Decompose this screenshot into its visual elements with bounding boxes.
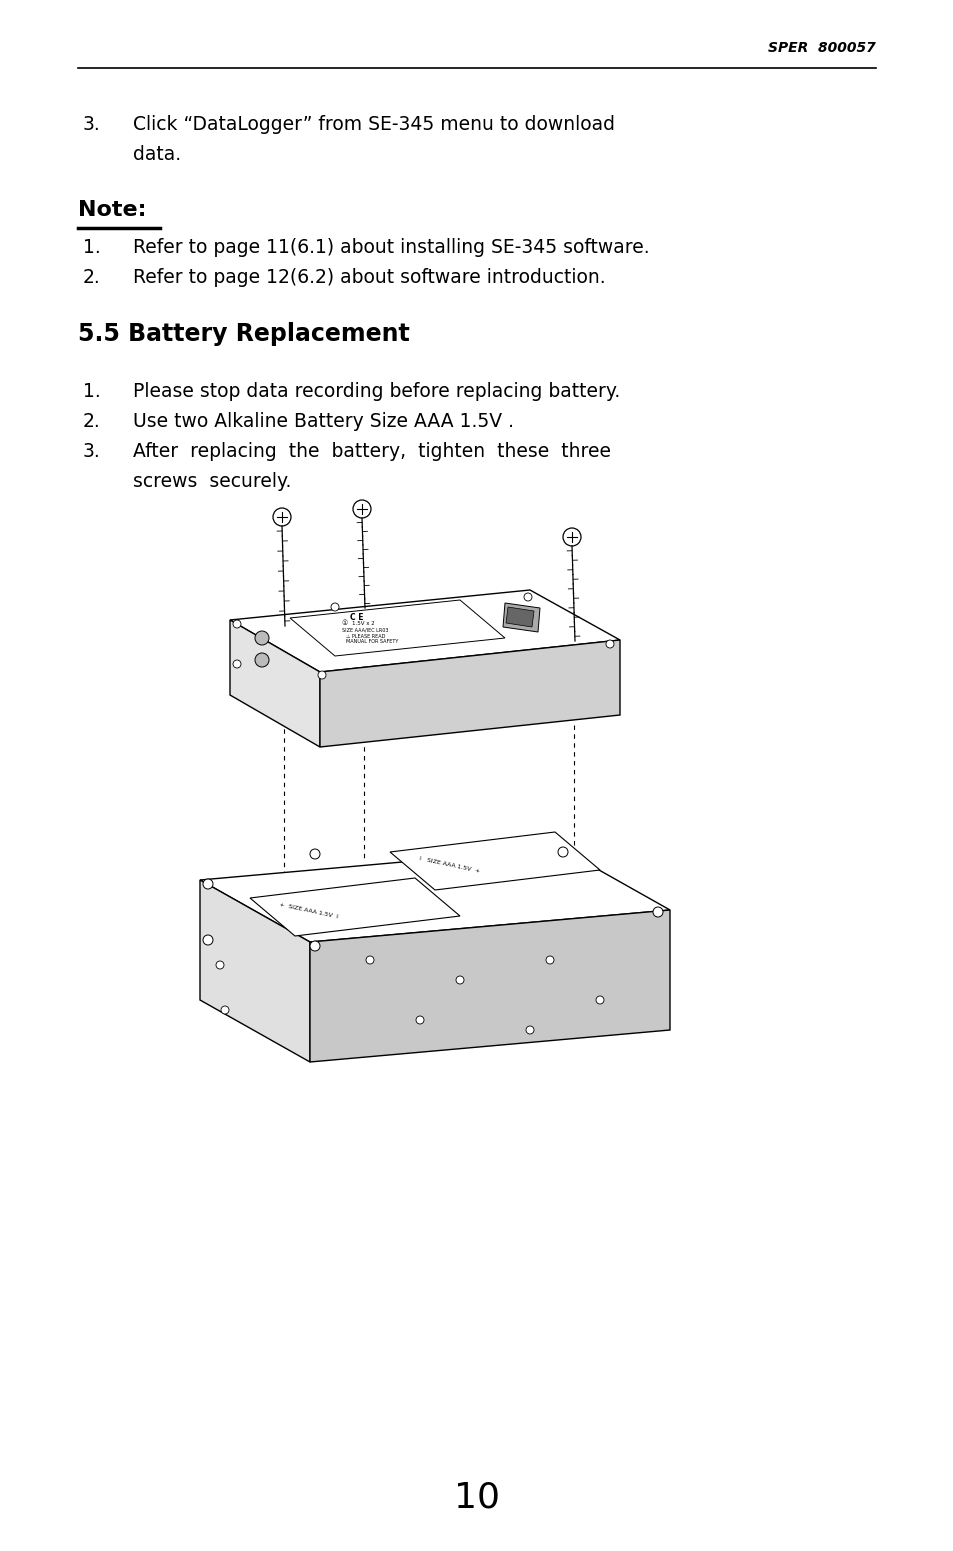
Circle shape xyxy=(525,1027,534,1035)
Circle shape xyxy=(310,941,319,951)
Polygon shape xyxy=(290,600,504,656)
Circle shape xyxy=(416,1016,423,1024)
Circle shape xyxy=(366,955,374,965)
Polygon shape xyxy=(319,641,619,748)
Text: 3.: 3. xyxy=(83,442,101,461)
Text: 1.: 1. xyxy=(83,382,101,402)
Text: 1.: 1. xyxy=(83,237,101,257)
Text: C E: C E xyxy=(350,613,363,622)
Text: 3.: 3. xyxy=(83,115,101,133)
Text: 10: 10 xyxy=(454,1480,499,1514)
Circle shape xyxy=(221,1007,229,1014)
Circle shape xyxy=(254,631,269,645)
Circle shape xyxy=(233,661,241,668)
Text: Click “DataLogger” from SE-345 menu to download: Click “DataLogger” from SE-345 menu to d… xyxy=(132,115,615,133)
Text: After  replacing  the  battery,  tighten  these  three: After replacing the battery, tighten the… xyxy=(132,442,610,461)
Text: Refer to page 11(6.1) about installing SE-345 software.: Refer to page 11(6.1) about installing S… xyxy=(132,237,649,257)
Circle shape xyxy=(317,672,326,679)
Polygon shape xyxy=(502,603,539,631)
Polygon shape xyxy=(310,910,669,1062)
Text: Please stop data recording before replacing battery.: Please stop data recording before replac… xyxy=(132,382,619,402)
Text: I   SIZE AAA 1.5V  +: I SIZE AAA 1.5V + xyxy=(418,856,480,873)
Circle shape xyxy=(203,935,213,945)
Text: ①: ① xyxy=(341,620,348,627)
Circle shape xyxy=(523,592,532,600)
Circle shape xyxy=(562,527,580,546)
Circle shape xyxy=(233,620,241,628)
Text: Note:: Note: xyxy=(78,200,147,220)
Text: 2.: 2. xyxy=(83,268,101,287)
Text: 1.5V x 2: 1.5V x 2 xyxy=(352,620,375,627)
Text: Use two Alkaline Battery Size AAA 1.5V .: Use two Alkaline Battery Size AAA 1.5V . xyxy=(132,413,514,431)
Text: screws  securely.: screws securely. xyxy=(132,472,291,492)
Polygon shape xyxy=(200,879,310,1062)
Circle shape xyxy=(558,847,567,858)
Circle shape xyxy=(605,641,614,648)
Polygon shape xyxy=(200,848,669,941)
Polygon shape xyxy=(505,606,534,627)
Polygon shape xyxy=(250,878,459,935)
Text: data.: data. xyxy=(132,144,181,164)
Text: 2.: 2. xyxy=(83,413,101,431)
Polygon shape xyxy=(230,589,619,672)
Circle shape xyxy=(456,976,463,983)
Text: 5.5 Battery Replacement: 5.5 Battery Replacement xyxy=(78,323,410,346)
Text: +  SIZE AAA 1.5V  I: + SIZE AAA 1.5V I xyxy=(278,903,338,920)
Circle shape xyxy=(215,962,224,969)
Circle shape xyxy=(203,879,213,889)
Polygon shape xyxy=(390,831,599,890)
Circle shape xyxy=(545,955,554,965)
Polygon shape xyxy=(230,620,319,748)
Circle shape xyxy=(254,653,269,667)
Circle shape xyxy=(331,603,338,611)
Text: ⚠ PLEASE READ: ⚠ PLEASE READ xyxy=(346,634,385,639)
Circle shape xyxy=(310,848,319,859)
Text: Refer to page 12(6.2) about software introduction.: Refer to page 12(6.2) about software int… xyxy=(132,268,605,287)
Circle shape xyxy=(353,499,371,518)
Circle shape xyxy=(596,996,603,1003)
Text: MANUAL FOR SAFETY: MANUAL FOR SAFETY xyxy=(346,639,398,644)
Circle shape xyxy=(273,509,291,526)
Circle shape xyxy=(652,907,662,917)
Text: SIZE AAA/IEC LR03: SIZE AAA/IEC LR03 xyxy=(341,628,388,633)
Text: SPER  800057: SPER 800057 xyxy=(767,40,875,54)
